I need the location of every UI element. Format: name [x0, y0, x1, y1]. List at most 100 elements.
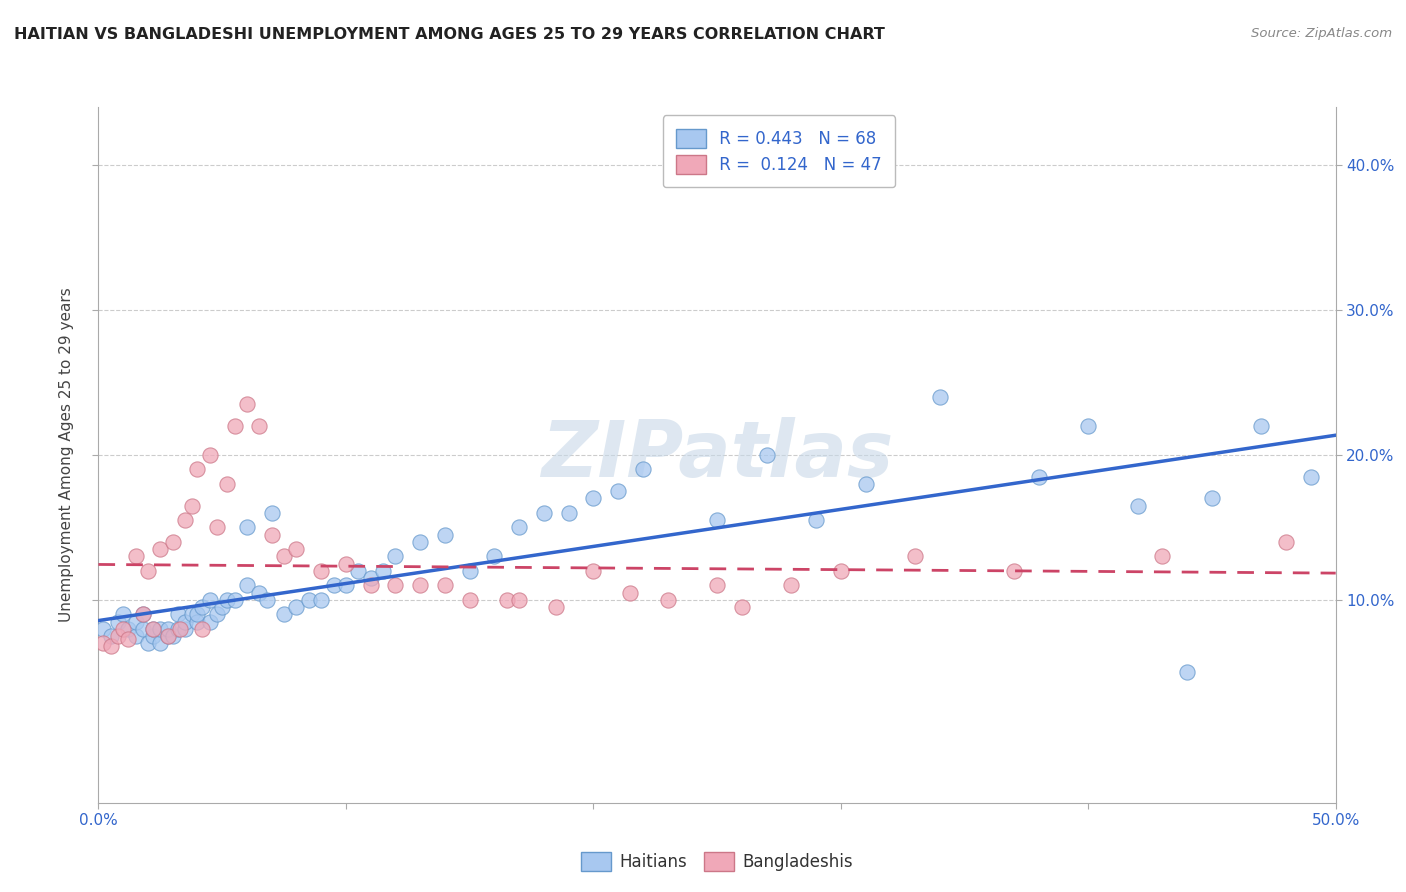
Point [904, 549, 927, 564]
Point [162, 534, 184, 549]
Text: Source: ZipAtlas.com: Source: ZipAtlas.com [1251, 27, 1392, 40]
Point [607, 484, 630, 499]
Point [142, 629, 165, 643]
Point [191, 622, 214, 636]
Point [93, 622, 115, 636]
Point [1275, 534, 1298, 549]
Point [174, 513, 197, 527]
Point [100, 629, 122, 643]
Point [142, 622, 165, 636]
Point [124, 629, 146, 643]
Point [211, 600, 233, 615]
Point [156, 629, 179, 643]
Point [384, 578, 406, 592]
Point [335, 578, 357, 592]
Point [224, 419, 246, 434]
Point [619, 585, 641, 599]
Point [1299, 469, 1322, 483]
Point [169, 622, 191, 636]
Point [156, 622, 179, 636]
Point [136, 636, 159, 650]
Point [298, 592, 321, 607]
Point [1126, 499, 1149, 513]
Point [309, 564, 332, 578]
Point [132, 607, 155, 622]
Point [117, 632, 139, 646]
Point [256, 592, 278, 607]
Point [117, 622, 139, 636]
Point [285, 600, 308, 615]
Point [149, 622, 172, 636]
Point [484, 549, 506, 564]
Point [236, 397, 259, 411]
Point [186, 615, 208, 629]
Point [142, 622, 165, 636]
Point [804, 513, 827, 527]
Point [217, 592, 239, 607]
Point [236, 578, 259, 592]
Point [107, 629, 129, 643]
Point [309, 592, 332, 607]
Point [855, 476, 877, 491]
Point [371, 564, 394, 578]
Point [112, 622, 135, 636]
Point [582, 564, 605, 578]
Point [260, 527, 283, 541]
Point [928, 390, 950, 404]
Point [162, 629, 184, 643]
Point [132, 607, 155, 622]
Point [149, 542, 172, 557]
Point [186, 607, 208, 622]
Point [236, 520, 259, 534]
Point [409, 534, 432, 549]
Point [166, 607, 188, 622]
Point [156, 629, 179, 643]
Point [273, 549, 295, 564]
Point [458, 592, 481, 607]
Point [731, 600, 754, 615]
Point [217, 476, 239, 491]
Point [285, 542, 308, 557]
Point [124, 549, 146, 564]
Point [1152, 549, 1174, 564]
Point [706, 513, 728, 527]
Point [557, 506, 579, 520]
Point [247, 585, 270, 599]
Point [174, 615, 197, 629]
Point [174, 622, 197, 636]
Point [205, 607, 228, 622]
Point [273, 607, 295, 622]
Point [631, 462, 654, 476]
Point [533, 506, 555, 520]
Y-axis label: Unemployment Among Ages 25 to 29 years: Unemployment Among Ages 25 to 29 years [59, 287, 75, 623]
Point [107, 615, 129, 629]
Point [458, 564, 481, 578]
Point [409, 578, 432, 592]
Point [508, 520, 530, 534]
Point [546, 600, 568, 615]
Point [706, 578, 728, 592]
Point [433, 527, 456, 541]
Point [132, 622, 155, 636]
Point [224, 592, 246, 607]
Point [347, 564, 370, 578]
Point [495, 592, 517, 607]
Point [1250, 419, 1272, 434]
Point [1028, 469, 1050, 483]
Point [1201, 491, 1223, 506]
Point [657, 592, 679, 607]
Point [508, 592, 530, 607]
Point [191, 600, 214, 615]
Point [247, 419, 270, 434]
Point [433, 578, 456, 592]
Point [205, 520, 228, 534]
Point [149, 636, 172, 650]
Point [582, 491, 605, 506]
Point [830, 564, 852, 578]
Point [166, 622, 188, 636]
Point [755, 448, 778, 462]
Text: HAITIAN VS BANGLADESHI UNEMPLOYMENT AMONG AGES 25 TO 29 YEARS CORRELATION CHART: HAITIAN VS BANGLADESHI UNEMPLOYMENT AMON… [14, 27, 884, 42]
Point [186, 462, 208, 476]
Point [335, 557, 357, 571]
Text: ZIPatlas: ZIPatlas [541, 417, 893, 493]
